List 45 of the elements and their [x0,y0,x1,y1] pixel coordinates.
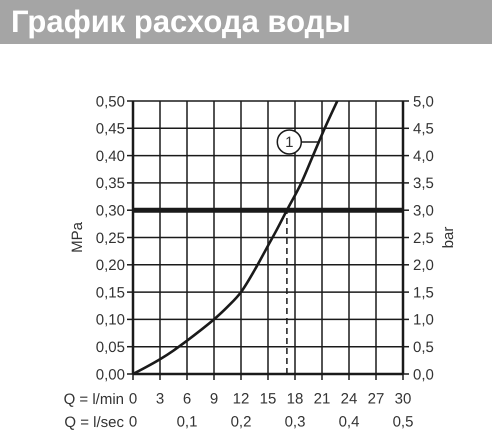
chart-title: График расхода воды [11,3,351,41]
x-tick-label: 18 [286,390,304,408]
x2-tick-label: 0,2 [230,414,252,430]
y2-tick-label: 2,0 [413,257,434,274]
x-tick-label: 15 [260,390,276,408]
x-tick-label: 9 [210,390,218,408]
x-tick-label: 12 [232,390,250,408]
x2-tick-label: 0,5 [392,414,414,430]
y-tick-label: 0,20 [96,257,125,274]
x2-tick-label: 0,4 [338,414,360,430]
y-tick-label: 0,30 [96,202,125,220]
y2-tick-label: 4,5 [413,120,434,138]
y-tick-label: 0,15 [96,284,125,302]
x2-tick-label: 0,3 [284,414,306,430]
y2-tick-label: 3,5 [413,175,434,192]
y2-tick-label: 2,5 [413,230,434,247]
x-tick-label: 6 [182,390,192,408]
x-tick-label: 0 [128,390,138,408]
y-tick-label: 0,05 [96,339,125,356]
x-tick-label: 3 [156,390,164,408]
y2-tick-label: 4,0 [413,148,434,165]
y-tick-label: 0,35 [96,175,125,192]
y-tick-label: 0,00 [96,366,125,384]
x2-tick-label: 0,1 [176,414,198,430]
x-tick-label: 30 [394,390,412,408]
y-tick-label: 0,10 [96,312,125,329]
y-axis-title: MPa [68,221,86,253]
y2-axis-title: bar [440,226,456,248]
y-tick-label: 0,40 [96,148,125,165]
y2-tick-label: 1,5 [413,284,434,302]
x-tick-label: 21 [314,390,330,408]
y2-tick-label: 0,5 [413,339,434,356]
annotation: 1 [285,133,294,150]
y-tick-label: 0,45 [96,120,125,138]
x-axis-title: Q = l/min [64,390,124,408]
y2-tick-label: 3,0 [413,202,434,220]
x2-axis-title: Q = l/sec [64,414,124,430]
y2-tick-label: 5,0 [413,93,434,110]
x-tick-label: 24 [340,390,358,408]
y-tick-label: 0,25 [96,230,125,247]
y2-tick-label: 0,0 [413,366,434,384]
y2-tick-label: 1,0 [413,312,434,329]
y-tick-label: 0,50 [96,93,125,110]
x-tick-label: 27 [368,390,384,408]
x2-tick-label: 0 [128,414,138,430]
